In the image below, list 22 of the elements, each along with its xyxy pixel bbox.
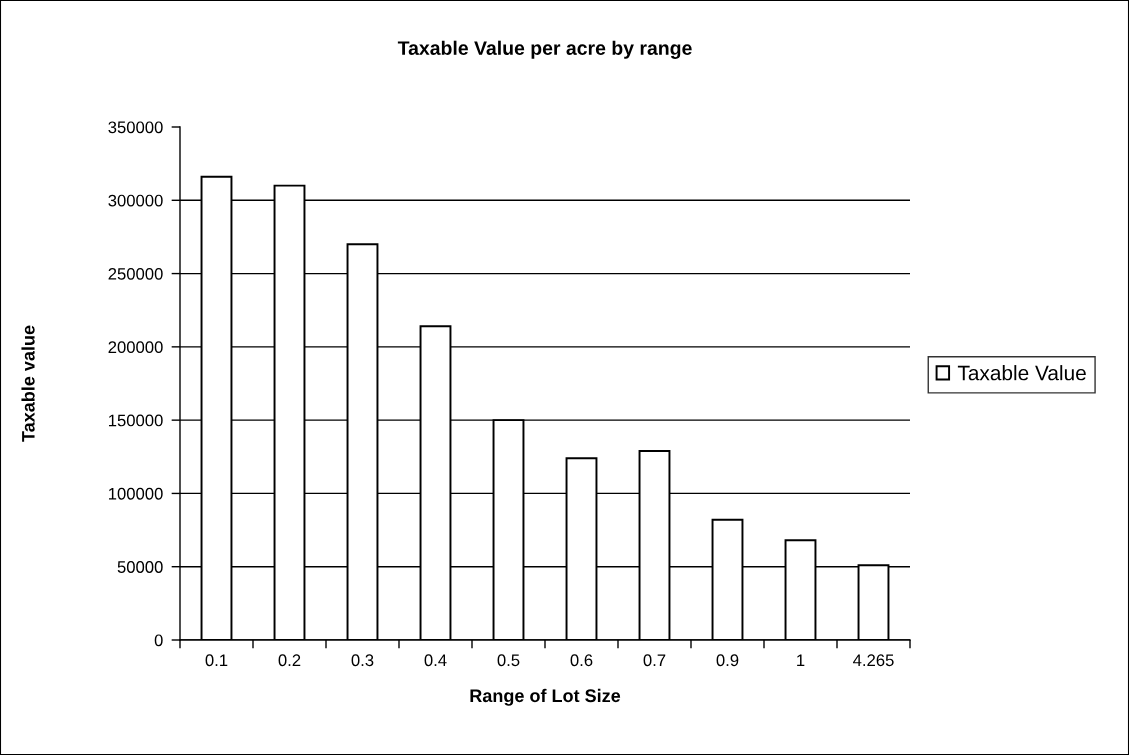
y-tick-label: 300000	[108, 194, 163, 207]
y-tick-label: 150000	[108, 414, 163, 427]
y-axis-title: Taxable value	[21, 325, 35, 442]
x-tick-label: 4.265	[853, 654, 894, 667]
x-tick-label: 0.2	[278, 654, 301, 667]
legend-label: Taxable Value	[957, 365, 1086, 381]
y-tick-label: 250000	[108, 267, 163, 280]
y-tick-label: 50000	[117, 561, 163, 573]
x-tick-label: 0.6	[570, 654, 593, 667]
x-tick-label: 0.3	[351, 654, 374, 667]
y-tick-label: 0	[154, 634, 163, 647]
x-tick-label: 1	[797, 654, 805, 666]
x-axis-title: Range of Lot Size	[470, 688, 621, 706]
x-tick-label: 0.7	[643, 654, 666, 667]
x-tick-label: 0.5	[497, 654, 520, 667]
y-tick-label: 100000	[108, 487, 163, 500]
y-tick-label: 350000	[108, 121, 163, 134]
x-tick-label: 0.4	[424, 654, 447, 667]
x-tick-label: 0.1	[205, 654, 228, 667]
y-tick-label: 200000	[108, 341, 163, 354]
x-tick-label: 0.9	[716, 654, 739, 667]
chart-title: Taxable Value per acre by range	[397, 40, 692, 59]
